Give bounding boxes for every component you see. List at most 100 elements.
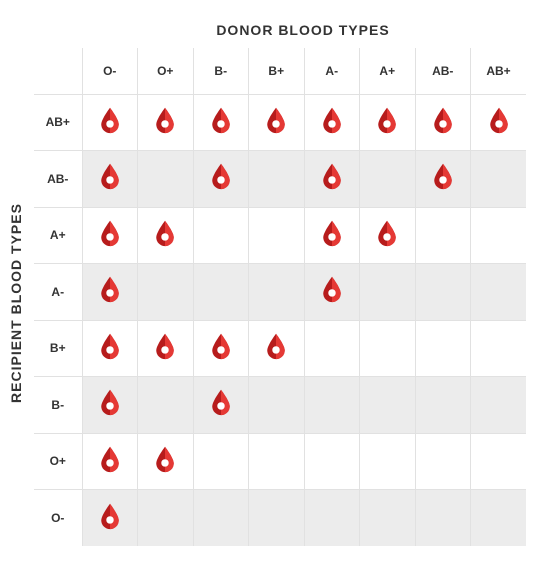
compatibility-cell (249, 490, 305, 547)
compatibility-cell (249, 320, 305, 377)
compatibility-cell (193, 264, 249, 321)
blood-drop-icon (96, 162, 124, 190)
recipient-header: A+ (34, 207, 82, 264)
compatibility-table: O-O+B-B+A-A+AB-AB+ AB+ (34, 48, 526, 546)
blood-drop-icon (207, 106, 235, 134)
compatibility-cell (360, 94, 416, 151)
compatibility-cell (82, 320, 138, 377)
compatibility-cell (471, 264, 527, 321)
compatibility-cell (193, 490, 249, 547)
compatibility-cell (138, 433, 194, 490)
compatibility-cell (471, 320, 527, 377)
blood-drop-icon (151, 106, 179, 134)
compatibility-cell (471, 433, 527, 490)
compatibility-cell (471, 94, 527, 151)
blood-drop-icon (96, 106, 124, 134)
compatibility-cell (360, 433, 416, 490)
compatibility-cell (415, 490, 471, 547)
compatibility-cell (471, 151, 527, 208)
blood-drop-icon (429, 106, 457, 134)
recipient-axis-title-text: RECIPIENT BLOOD TYPES (8, 203, 24, 403)
compatibility-cell (82, 94, 138, 151)
blood-drop-icon (373, 219, 401, 247)
compatibility-cell (304, 264, 360, 321)
recipient-row: A+ (34, 207, 526, 264)
blood-drop-icon (151, 332, 179, 360)
compatibility-cell (82, 264, 138, 321)
compatibility-cell (193, 151, 249, 208)
recipient-row: O- (34, 490, 526, 547)
compatibility-cell (249, 433, 305, 490)
compatibility-cell (193, 433, 249, 490)
recipient-header: O- (34, 490, 82, 547)
compatibility-cell (193, 94, 249, 151)
compatibility-cell (415, 320, 471, 377)
compatibility-cell (82, 490, 138, 547)
compatibility-cell (304, 151, 360, 208)
blood-drop-icon (373, 106, 401, 134)
blood-drop-icon (262, 106, 290, 134)
recipient-header: O+ (34, 433, 82, 490)
blood-drop-icon (318, 219, 346, 247)
compatibility-cell (415, 151, 471, 208)
recipient-header: AB- (34, 151, 82, 208)
compatibility-cell (82, 377, 138, 434)
compatibility-cell (304, 490, 360, 547)
compatibility-cell (415, 433, 471, 490)
compatibility-cell (360, 320, 416, 377)
compatibility-cell (193, 320, 249, 377)
compatibility-cell (138, 151, 194, 208)
compatibility-cell (360, 207, 416, 264)
corner-cell (34, 48, 82, 94)
donor-header: O+ (138, 48, 194, 94)
donor-header: B- (193, 48, 249, 94)
blood-drop-icon (207, 332, 235, 360)
recipient-row: B- (34, 377, 526, 434)
compatibility-cell (360, 377, 416, 434)
blood-drop-icon (485, 106, 513, 134)
compatibility-cell (471, 207, 527, 264)
compatibility-cell (193, 207, 249, 264)
compatibility-cell (249, 207, 305, 264)
donor-header: B+ (249, 48, 305, 94)
blood-drop-icon (96, 502, 124, 530)
donor-header: A+ (360, 48, 416, 94)
recipient-header: AB+ (34, 94, 82, 151)
compatibility-cell (82, 207, 138, 264)
compatibility-grid: O-O+B-B+A-A+AB-AB+ AB+ (34, 48, 526, 546)
compatibility-cell (471, 377, 527, 434)
compatibility-cell (471, 490, 527, 547)
compatibility-cell (249, 377, 305, 434)
compatibility-cell (138, 94, 194, 151)
donor-header: AB- (415, 48, 471, 94)
compatibility-cell (304, 94, 360, 151)
compatibility-cell (138, 490, 194, 547)
donor-header: O- (82, 48, 138, 94)
recipient-header: B- (34, 377, 82, 434)
compatibility-cell (360, 151, 416, 208)
blood-drop-icon (96, 388, 124, 416)
compatibility-cell (138, 377, 194, 434)
compatibility-cell (138, 264, 194, 321)
compatibility-cell (193, 377, 249, 434)
blood-drop-icon (96, 275, 124, 303)
blood-drop-icon (207, 388, 235, 416)
recipient-row: A- (34, 264, 526, 321)
blood-compatibility-chart: DONOR BLOOD TYPES RECIPIENT BLOOD TYPES … (0, 0, 544, 566)
compatibility-cell (82, 151, 138, 208)
recipient-row: O+ (34, 433, 526, 490)
recipient-row: AB- (34, 151, 526, 208)
compatibility-cell (249, 151, 305, 208)
donor-header: AB+ (471, 48, 527, 94)
blood-drop-icon (151, 219, 179, 247)
recipient-row: B+ (34, 320, 526, 377)
blood-drop-icon (96, 332, 124, 360)
compatibility-cell (304, 433, 360, 490)
compatibility-cell (360, 490, 416, 547)
compatibility-cell (304, 377, 360, 434)
recipient-rows: AB+ AB- (34, 94, 526, 546)
blood-drop-icon (429, 162, 457, 190)
recipient-header: A- (34, 264, 82, 321)
recipient-axis-title: RECIPIENT BLOOD TYPES (6, 60, 26, 546)
blood-drop-icon (96, 219, 124, 247)
